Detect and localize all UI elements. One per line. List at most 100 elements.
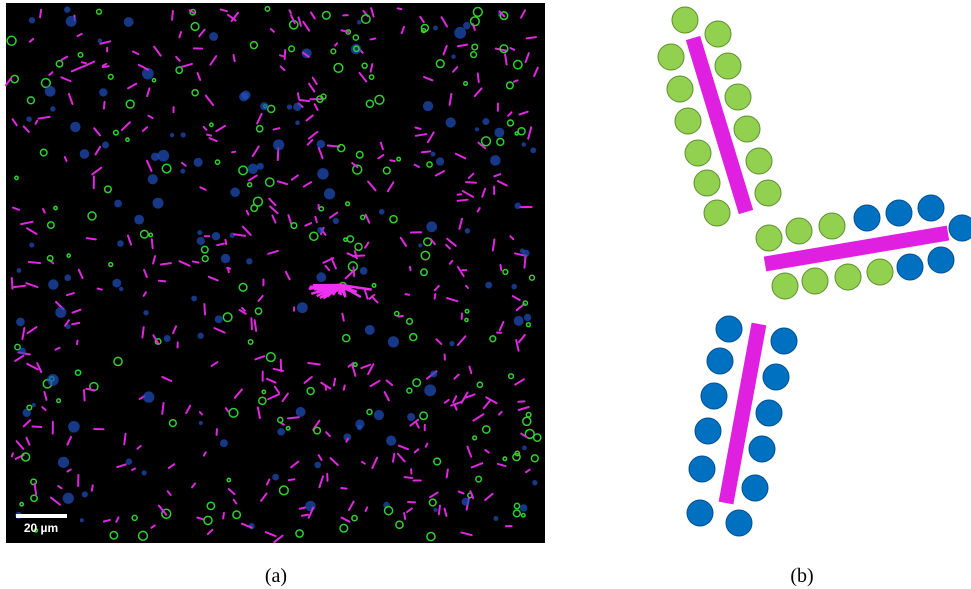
speck [424,384,436,396]
particle [802,268,828,294]
speck [454,27,466,39]
particle [715,53,741,79]
speck [45,86,56,97]
speck [272,474,279,481]
page: 20 µm (a) (b) (() => { const data = JSON… [0,0,971,589]
speck [482,118,489,125]
speck [434,508,438,512]
particle [689,456,715,482]
speck [463,22,470,29]
speck [300,508,306,509]
speck [523,250,530,257]
speck [287,104,292,109]
speck [48,279,58,289]
particle [716,316,742,342]
speck [260,102,268,110]
speck [170,133,174,137]
speck [298,93,299,99]
speck [134,215,144,225]
speck [485,282,492,289]
particle [675,108,701,134]
speck [223,513,224,518]
speck [407,413,415,421]
speck [342,314,343,321]
speck [371,39,376,40]
speck [390,160,394,161]
panel-label: (b) [790,565,813,587]
speck [530,147,536,153]
speck [527,37,536,38]
speck [84,390,85,400]
speck [164,335,171,342]
speck [289,10,290,13]
particle [704,200,730,226]
speck [426,444,428,447]
speck [305,501,316,512]
speck [296,407,306,417]
speck [431,152,436,157]
speck [66,324,71,329]
particle [672,7,698,33]
speck [77,341,78,345]
speck [515,202,522,209]
speck [344,385,345,389]
speck [181,132,186,137]
speck [143,391,154,402]
speck [490,155,500,165]
speck [102,141,109,148]
speck [63,493,74,504]
speck [215,315,223,323]
particle [819,213,845,239]
speck [520,504,527,511]
speck [126,459,132,465]
speck [153,198,164,209]
speck [500,265,501,270]
speck [246,258,252,264]
speck [280,55,284,56]
speck [142,327,143,337]
particle [854,205,880,231]
particle [772,273,798,299]
particle [667,76,693,102]
particle [949,215,971,241]
particle [867,259,893,285]
speck [379,209,385,215]
speck [12,278,13,289]
speck [446,117,456,127]
speck [29,243,34,248]
particle [746,148,772,174]
speck [47,374,59,386]
speck [162,403,163,414]
speck [341,488,346,489]
speck [475,127,479,131]
speck [98,38,102,42]
speck [439,506,440,515]
speck [430,371,437,378]
speck [399,316,403,317]
speck [524,314,531,321]
particle [658,44,684,70]
speck [17,268,22,273]
speck [161,263,171,264]
particle [734,116,760,142]
speck [521,142,526,147]
speck [423,101,433,111]
speck [449,341,454,346]
speck [317,227,323,233]
speck [316,272,326,282]
speck [273,139,284,150]
speck [514,316,524,326]
speck [274,128,280,129]
speck [197,237,205,245]
speck [159,281,165,282]
particle [687,500,713,526]
speck [92,485,93,490]
speck [405,477,413,478]
speck [50,106,55,111]
particle [786,218,812,244]
speck [393,454,394,462]
speck [293,103,301,111]
speck [241,91,250,100]
speck [199,421,203,425]
speck [426,221,437,232]
